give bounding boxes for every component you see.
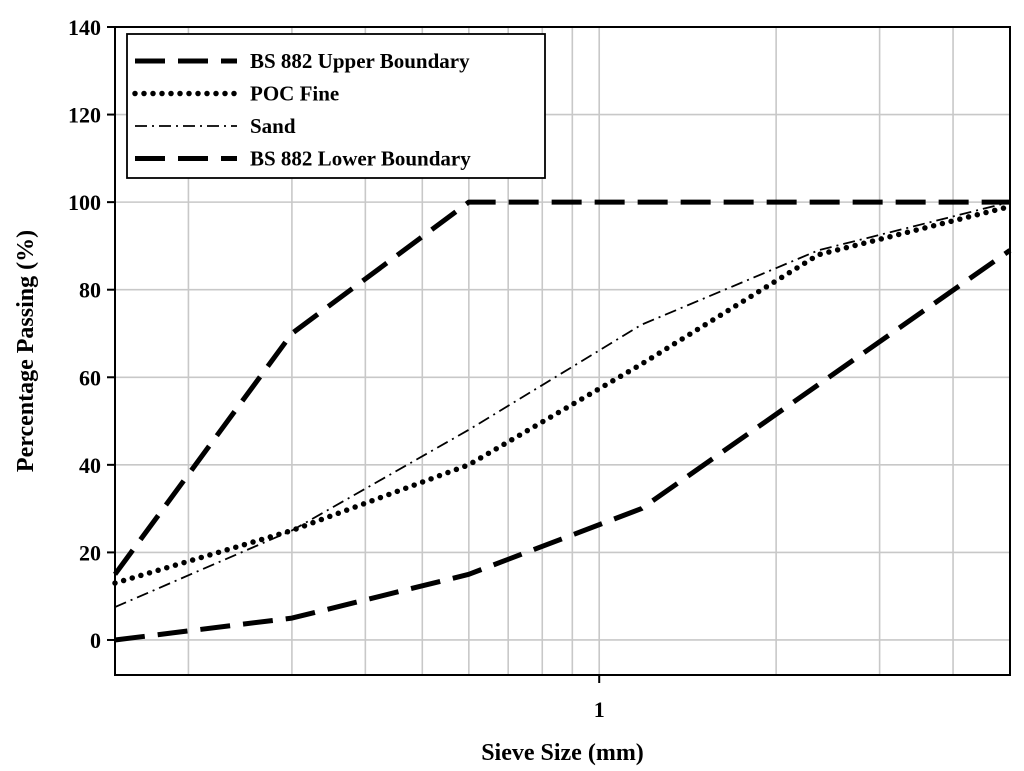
y-tick-label: 100 xyxy=(68,190,101,215)
y-axis-ticks: 0 20 40 60 80 100 120 140 xyxy=(68,15,115,653)
y-axis-title: Percentage Passing (%) xyxy=(13,230,39,472)
y-tick-label: 120 xyxy=(68,103,101,128)
y-tick-label: 80 xyxy=(79,278,101,303)
series-line-bs-882-upper-boundary xyxy=(112,199,1010,576)
legend-label: POC Fine xyxy=(250,82,339,106)
x-axis-title: Sieve Size (mm) xyxy=(481,740,644,766)
y-tick-label: 0 xyxy=(90,628,101,653)
series-line-sand xyxy=(114,201,1011,608)
y-tick-label: 40 xyxy=(79,453,101,478)
x-tick-label: 1 xyxy=(594,697,605,722)
series-line-bs-882-lower-boundary xyxy=(114,248,1012,643)
y-tick-label: 140 xyxy=(68,15,101,40)
legend-label: Sand xyxy=(250,114,296,138)
x-axis-ticks: 1 xyxy=(594,675,605,722)
legend-box xyxy=(126,33,546,179)
plot-frame xyxy=(114,26,1011,676)
y-tick-label: 60 xyxy=(79,365,101,390)
legend-label: BS 882 Upper Boundary xyxy=(250,49,470,73)
y-tick-label: 20 xyxy=(79,540,101,565)
series-lines xyxy=(112,199,1013,643)
legend-label: BS 882 Lower Boundary xyxy=(250,147,471,171)
legend: BS 882 Upper Boundary POC Fine Sand BS 882 … xyxy=(126,33,546,179)
series-line-poc-fine xyxy=(112,203,1013,586)
